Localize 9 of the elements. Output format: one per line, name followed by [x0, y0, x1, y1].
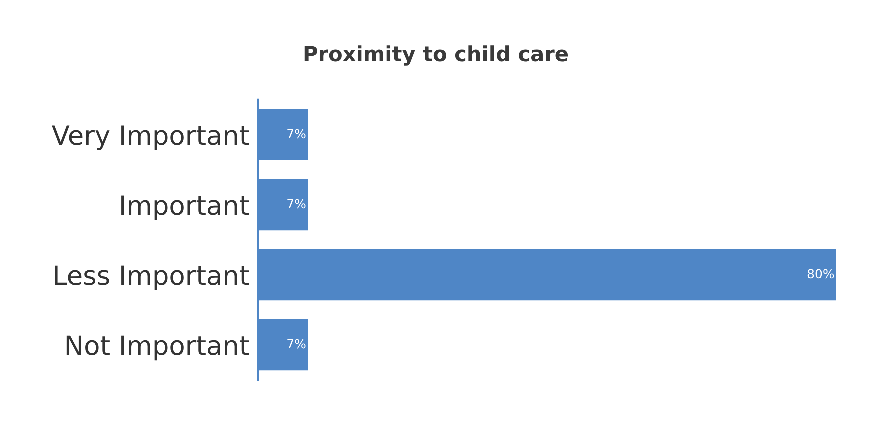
y-tick-label: Not Important	[66, 336, 250, 361]
data-label: 7%	[288, 129, 306, 139]
chart-title: Proximity to child care	[304, 46, 568, 66]
data-label: 7%	[288, 339, 306, 349]
data-label: 80%	[808, 269, 834, 279]
y-tick-label: Less Important	[55, 266, 250, 291]
y-tick-label: Very Important	[52, 126, 250, 150]
data-label: 7%	[288, 199, 306, 209]
y-tick-label: Important	[122, 196, 250, 221]
